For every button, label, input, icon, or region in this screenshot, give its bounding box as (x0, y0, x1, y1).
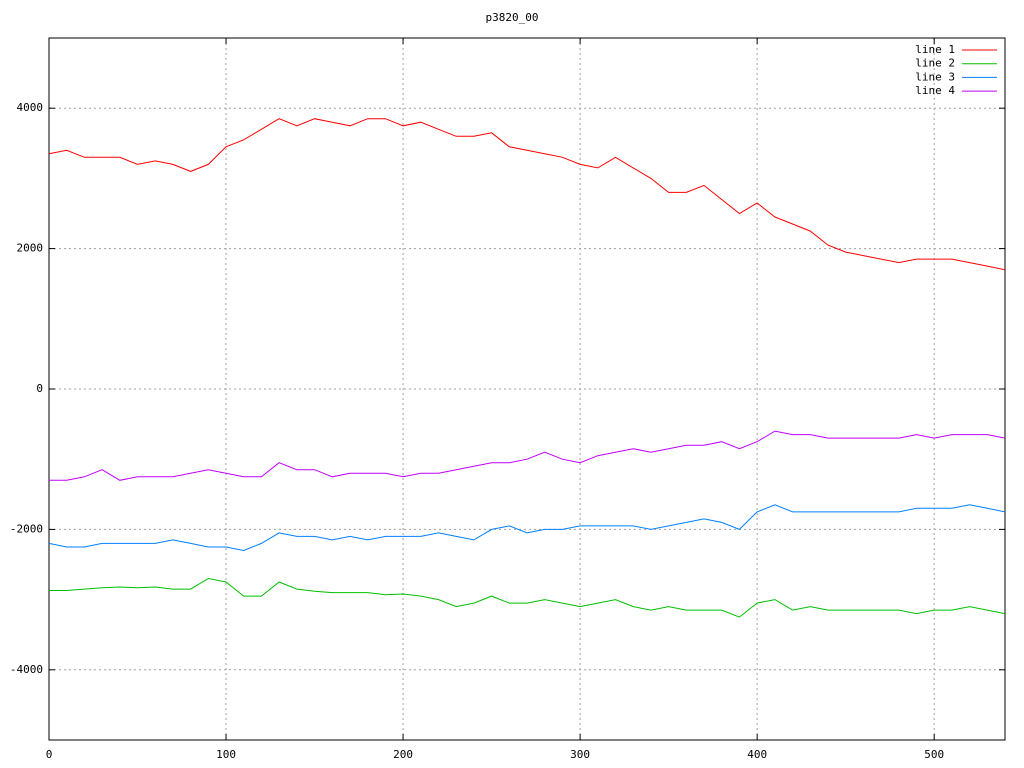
x-tick-label: 500 (924, 748, 944, 761)
y-tick-label: -4000 (10, 663, 43, 676)
chart-title: p3820_00 (486, 11, 539, 24)
y-tick-label: 2000 (17, 242, 44, 255)
x-tick-label: 100 (216, 748, 236, 761)
x-tick-label: 400 (747, 748, 767, 761)
series-line (49, 577, 1006, 618)
series-line (49, 430, 1006, 481)
legend-label: line 2 (915, 57, 955, 70)
legend-label: line 4 (915, 84, 955, 97)
y-tick-label: 0 (36, 382, 43, 395)
series-line (48, 504, 1006, 552)
x-tick-label: 200 (393, 748, 413, 761)
x-tick-label: 300 (570, 748, 590, 761)
legend-label: line 3 (915, 70, 955, 83)
series-line (48, 118, 1006, 271)
y-tick-label: -2000 (10, 522, 43, 535)
x-tick-label: 0 (46, 748, 53, 761)
y-tick-label: 4000 (17, 101, 44, 114)
plot-frame (48, 37, 1006, 741)
legend-label: line 1 (915, 43, 955, 56)
